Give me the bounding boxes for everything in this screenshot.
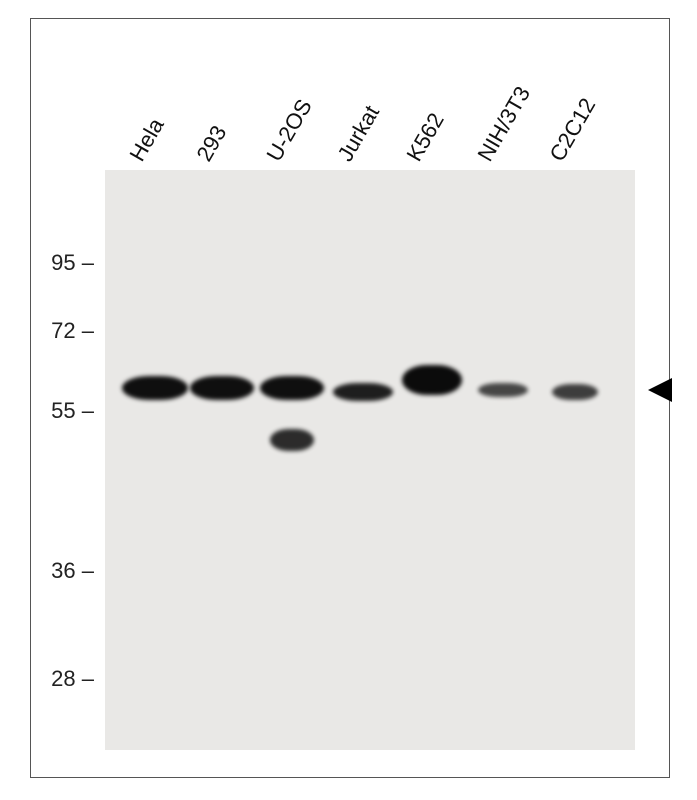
mw-label-3: 36 –: [34, 558, 94, 584]
target-arrow-icon: [648, 378, 672, 402]
blot-band: [122, 376, 188, 400]
blot-band: [552, 384, 598, 400]
mw-dash: –: [76, 666, 94, 691]
blot-band: [260, 376, 324, 400]
mw-dash: –: [76, 398, 94, 423]
mw-text: 72: [51, 318, 75, 343]
mw-dash: –: [76, 558, 94, 583]
mw-label-0: 95 –: [34, 250, 94, 276]
blot-band: [402, 365, 462, 395]
mw-label-4: 28 –: [34, 666, 94, 692]
mw-dash: –: [76, 318, 94, 343]
blot-band: [270, 429, 314, 451]
mw-label-2: 55 –: [34, 398, 94, 424]
mw-label-1: 72 –: [34, 318, 94, 344]
blot-band: [190, 376, 254, 400]
blot-band: [478, 383, 528, 397]
mw-dash: –: [76, 250, 94, 275]
mw-text: 28: [51, 666, 75, 691]
mw-text: 55: [51, 398, 75, 423]
mw-text: 95: [51, 250, 75, 275]
mw-text: 36: [51, 558, 75, 583]
blot-membrane: [105, 170, 635, 750]
blot-band: [333, 383, 393, 401]
